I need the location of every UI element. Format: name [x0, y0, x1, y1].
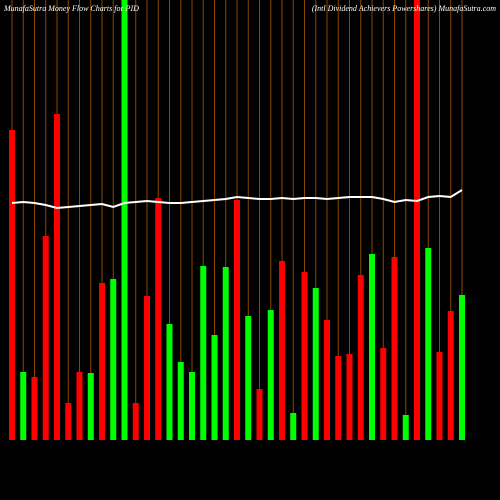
bar: [200, 266, 207, 440]
bar: [290, 413, 297, 440]
bar: [211, 335, 218, 440]
bar: [391, 257, 398, 440]
bar: [99, 283, 105, 440]
bar: [425, 248, 432, 440]
bar: [54, 114, 60, 440]
bar: [177, 362, 184, 440]
chart-subtitle: (Intl Dividend Achievers Powershares) Mu…: [312, 4, 496, 13]
bar: [166, 324, 173, 440]
bar: [76, 372, 83, 440]
bar: [459, 295, 465, 440]
bar: [414, 0, 420, 440]
chart-title: MunafaSutra Money Flow Charts for PID: [3, 4, 139, 13]
bar: [335, 356, 342, 440]
bar: [256, 389, 263, 440]
bar: [110, 279, 117, 440]
bar: [234, 200, 240, 440]
bar: [65, 403, 72, 440]
bar: [324, 320, 330, 440]
bar: [144, 296, 150, 440]
money-flow-line: [11, 189, 463, 210]
bar: [369, 254, 375, 440]
bar: [312, 288, 319, 440]
bar: [155, 198, 162, 440]
bar: [436, 352, 443, 440]
bar: [380, 348, 387, 440]
bar: [9, 130, 15, 440]
bar: [121, 0, 128, 440]
bar: [189, 372, 195, 440]
bar: [402, 415, 409, 440]
bar: [222, 267, 229, 440]
bar: [31, 377, 38, 440]
bar: [20, 372, 27, 440]
bar: [346, 354, 353, 440]
bar: [87, 373, 94, 440]
bar: [279, 261, 285, 440]
bar: [132, 403, 139, 440]
bar: [245, 316, 252, 440]
bar: [42, 236, 49, 440]
bar: [267, 310, 274, 440]
bar: [357, 275, 364, 440]
bar: [301, 272, 308, 440]
bar: [447, 311, 454, 440]
